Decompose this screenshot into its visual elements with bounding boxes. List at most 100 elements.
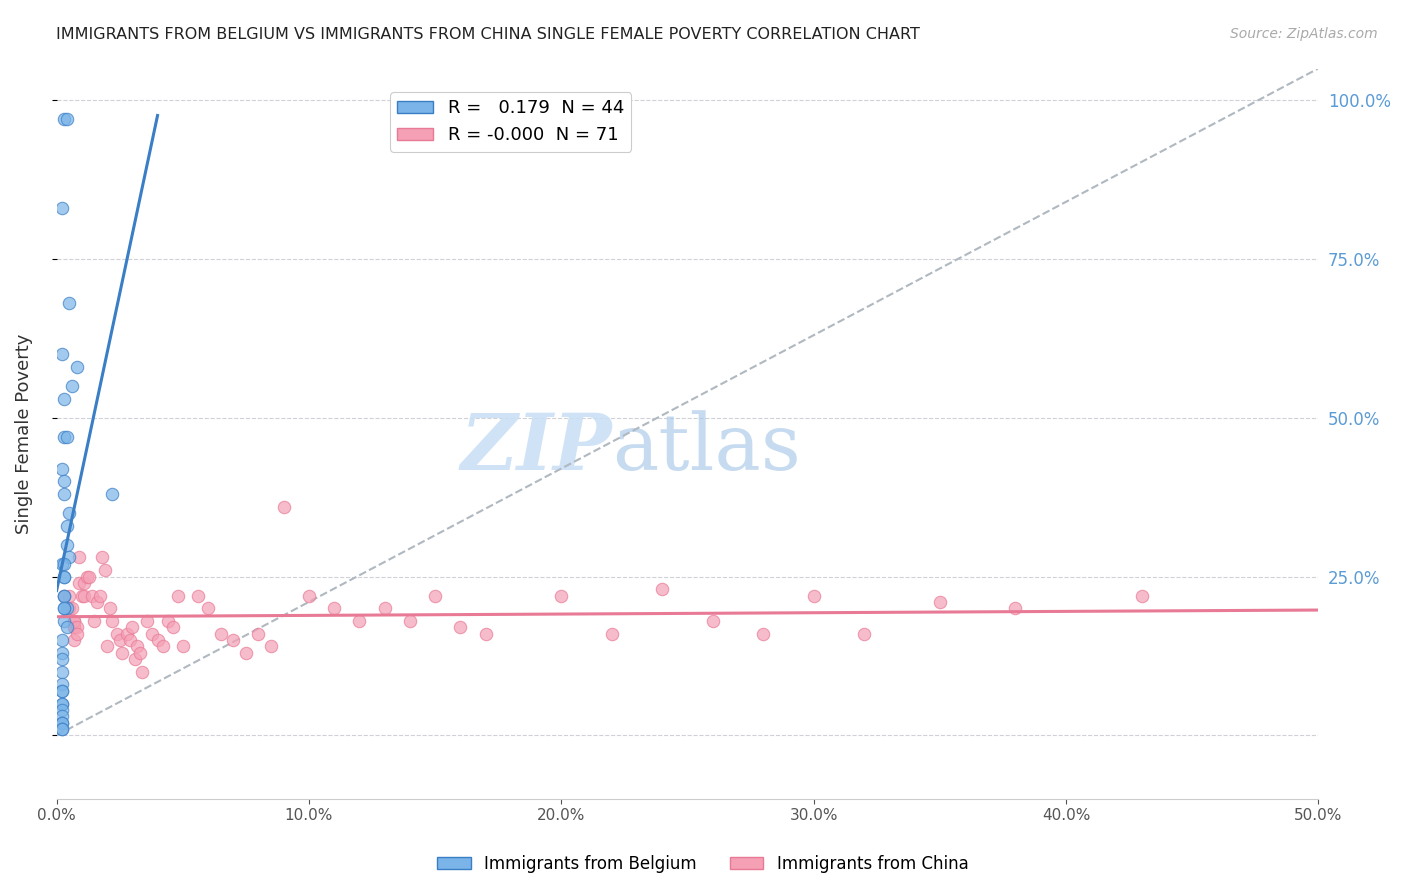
Point — [51, 697, 73, 711]
Point — [152, 640, 174, 654]
Point — [55, 518, 77, 533]
Text: IMMIGRANTS FROM BELGIUM VS IMMIGRANTS FROM CHINA SINGLE FEMALE POVERTY CORRELATI: IMMIGRANTS FROM BELGIUM VS IMMIGRANTS FR… — [56, 27, 920, 42]
Point — [70, 589, 93, 603]
Point — [51, 683, 73, 698]
Point — [91, 550, 114, 565]
Point — [93, 563, 115, 577]
Point — [53, 589, 76, 603]
Point — [53, 569, 76, 583]
Point — [323, 601, 346, 615]
Point — [118, 633, 141, 648]
Point — [51, 683, 73, 698]
Point — [187, 589, 209, 603]
Point — [146, 633, 169, 648]
Point — [67, 575, 90, 590]
Point — [928, 595, 950, 609]
Point — [86, 595, 108, 609]
Point — [853, 626, 876, 640]
Point — [98, 601, 121, 615]
Point — [53, 112, 76, 127]
Point — [58, 589, 80, 603]
Point — [51, 715, 73, 730]
Point — [60, 601, 83, 615]
Point — [156, 614, 179, 628]
Point — [51, 677, 73, 691]
Point — [273, 500, 295, 514]
Point — [162, 620, 184, 634]
Point — [58, 550, 80, 565]
Point — [67, 550, 90, 565]
Point — [51, 461, 73, 475]
Point — [66, 359, 89, 374]
Point — [51, 722, 73, 736]
Point — [260, 640, 283, 654]
Point — [550, 589, 572, 603]
Point — [166, 589, 188, 603]
Point — [63, 633, 86, 648]
Point — [63, 620, 86, 634]
Point — [53, 589, 76, 603]
Point — [399, 614, 422, 628]
Point — [105, 626, 128, 640]
Point — [76, 569, 98, 583]
Text: Source: ZipAtlas.com: Source: ZipAtlas.com — [1230, 27, 1378, 41]
Point — [51, 709, 73, 723]
Point — [121, 620, 143, 634]
Point — [803, 589, 825, 603]
Point — [298, 589, 321, 603]
Point — [63, 620, 86, 634]
Point — [53, 430, 76, 444]
Text: atlas: atlas — [612, 410, 800, 486]
Point — [55, 538, 77, 552]
Point — [101, 487, 124, 501]
Point — [172, 640, 194, 654]
Point — [349, 614, 371, 628]
Point — [58, 601, 80, 615]
Point — [111, 646, 134, 660]
Point — [53, 569, 76, 583]
Point — [55, 620, 77, 634]
Point — [423, 589, 446, 603]
Point — [127, 640, 149, 654]
Point — [702, 614, 724, 628]
Point — [51, 557, 73, 571]
Point — [53, 589, 76, 603]
Legend: Immigrants from Belgium, Immigrants from China: Immigrants from Belgium, Immigrants from… — [430, 848, 976, 880]
Point — [53, 487, 76, 501]
Point — [89, 589, 111, 603]
Point — [51, 201, 73, 215]
Point — [651, 582, 673, 597]
Point — [51, 633, 73, 648]
Point — [73, 575, 96, 590]
Point — [55, 601, 77, 615]
Point — [247, 626, 270, 640]
Point — [53, 601, 76, 615]
Point — [73, 589, 96, 603]
Point — [51, 652, 73, 666]
Point — [63, 614, 86, 628]
Point — [1130, 589, 1153, 603]
Point — [1004, 601, 1026, 615]
Point — [96, 640, 118, 654]
Point — [53, 614, 76, 628]
Y-axis label: Single Female Poverty: Single Female Poverty — [15, 334, 32, 533]
Point — [141, 626, 163, 640]
Point — [51, 665, 73, 679]
Point — [55, 112, 77, 127]
Point — [51, 347, 73, 361]
Point — [752, 626, 775, 640]
Point — [117, 626, 139, 640]
Point — [66, 620, 89, 634]
Point — [374, 601, 396, 615]
Point — [101, 614, 124, 628]
Point — [58, 506, 80, 520]
Legend: R =   0.179  N = 44, R = -0.000  N = 71: R = 0.179 N = 44, R = -0.000 N = 71 — [389, 92, 631, 152]
Point — [53, 392, 76, 406]
Point — [449, 620, 471, 634]
Point — [53, 601, 76, 615]
Point — [83, 614, 105, 628]
Point — [53, 557, 76, 571]
Point — [51, 646, 73, 660]
Point — [222, 633, 245, 648]
Point — [80, 589, 103, 603]
